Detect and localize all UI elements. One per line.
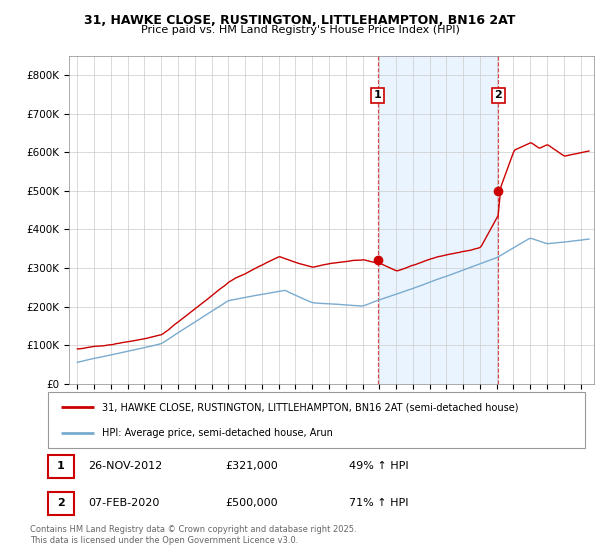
Bar (377, 56, 499, 384)
Text: 07-FEB-2020: 07-FEB-2020 (88, 498, 160, 508)
Text: 26-NOV-2012: 26-NOV-2012 (88, 461, 163, 472)
Text: £321,000: £321,000 (225, 461, 278, 472)
Text: 1: 1 (374, 90, 382, 100)
Text: £500,000: £500,000 (225, 498, 278, 508)
Text: 1: 1 (57, 461, 65, 472)
Text: Contains HM Land Registry data © Crown copyright and database right 2025.
This d: Contains HM Land Registry data © Crown c… (30, 525, 356, 545)
Text: 2: 2 (494, 90, 502, 100)
Text: 2: 2 (57, 498, 65, 508)
Text: 49% ↑ HPI: 49% ↑ HPI (349, 461, 409, 472)
FancyBboxPatch shape (48, 392, 585, 448)
FancyBboxPatch shape (48, 455, 74, 478)
Text: Price paid vs. HM Land Registry's House Price Index (HPI): Price paid vs. HM Land Registry's House … (140, 25, 460, 35)
Text: HPI: Average price, semi-detached house, Arun: HPI: Average price, semi-detached house,… (102, 428, 332, 438)
FancyBboxPatch shape (48, 492, 74, 515)
Text: 31, HAWKE CLOSE, RUSTINGTON, LITTLEHAMPTON, BN16 2AT: 31, HAWKE CLOSE, RUSTINGTON, LITTLEHAMPT… (85, 14, 515, 27)
Text: 31, HAWKE CLOSE, RUSTINGTON, LITTLEHAMPTON, BN16 2AT (semi-detached house): 31, HAWKE CLOSE, RUSTINGTON, LITTLEHAMPT… (102, 402, 518, 412)
Text: 71% ↑ HPI: 71% ↑ HPI (349, 498, 408, 508)
